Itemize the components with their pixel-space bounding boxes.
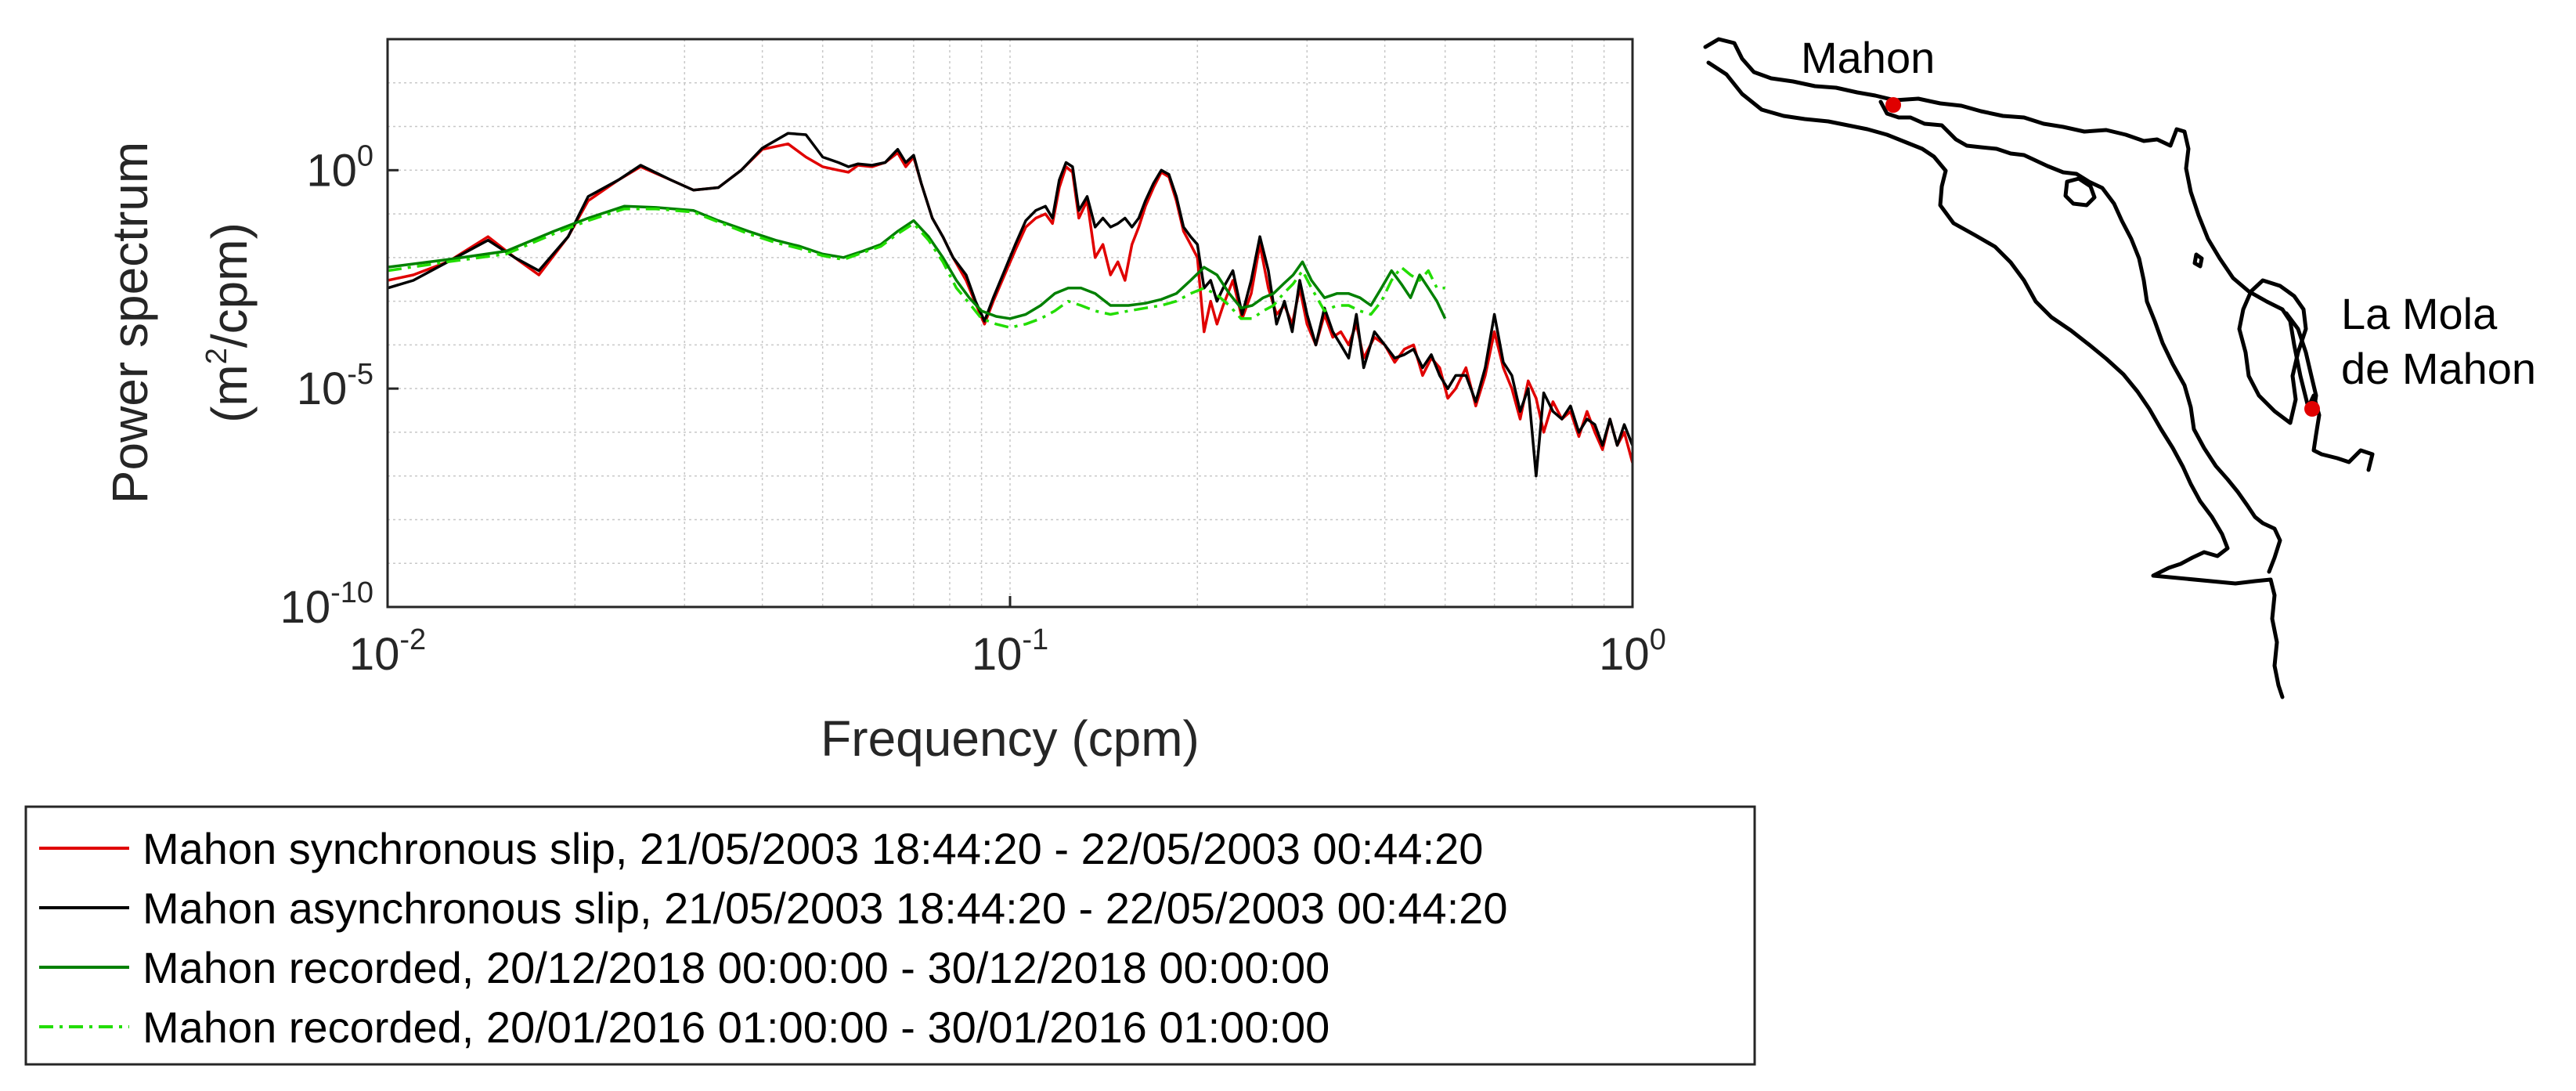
- map-label-la-mola-line1: La Mola: [2341, 289, 2498, 338]
- x-tick-label: 10-1: [972, 623, 1048, 680]
- series-line-4: [388, 207, 1445, 329]
- x-axis-label: Frequency (cpm): [821, 710, 1200, 767]
- inner-shore: [1878, 99, 2282, 574]
- power-spectrum-plot: 10-2 10-1 100 100 10-5 10-10 Frequency (cpm)…: [102, 38, 1666, 767]
- mahon-harbour-map: [1703, 37, 2375, 699]
- y-tick-label: 100: [306, 139, 373, 196]
- y-axis-label-line2: (m2/cpm): [200, 222, 258, 423]
- y-axis-label-line1: Power spectrum: [102, 142, 158, 504]
- map-label-la-mola-line2: de Mahon: [2341, 344, 2536, 393]
- mahon-marker: [1885, 97, 1901, 113]
- y-tick-label: 10-10: [280, 576, 373, 633]
- y-tick-labels: 100 10-5 10-10: [280, 139, 399, 633]
- la-mola-peninsula: [2237, 278, 2308, 425]
- x-tick-label: 10-2: [349, 623, 426, 680]
- south-coastline: [1706, 60, 2285, 699]
- north-coastline: [1703, 37, 2375, 472]
- legend-box: [24, 805, 1756, 1066]
- series-lines: [388, 132, 1633, 478]
- x-tick-label: 100: [1599, 623, 1666, 680]
- legend-label-2: Mahon asynchronous slip, 21/05/2003 18:4…: [143, 883, 1508, 933]
- mola-coast-east: [2284, 311, 2318, 414]
- legend: Mahon synchronous slip, 21/05/2003 18:44…: [24, 805, 1756, 1066]
- series-line-2: [388, 132, 1633, 478]
- island-small: [2192, 252, 2204, 269]
- y-tick-label: 10-5: [297, 358, 373, 414]
- la-mola-marker: [2304, 401, 2320, 417]
- y-axis-label: Power spectrum (m2/cpm): [102, 142, 258, 504]
- map-label-mahon: Mahon: [1801, 33, 1935, 82]
- legend-items: Mahon synchronous slip, 21/05/2003 18:44…: [39, 824, 1508, 1052]
- island-lazareto: [2063, 176, 2097, 208]
- legend-label-4: Mahon recorded, 20/01/2016 01:00:00 - 30…: [143, 1002, 1329, 1052]
- grid-lines: [388, 39, 1633, 607]
- legend-label-1: Mahon synchronous slip, 21/05/2003 18:44…: [143, 824, 1483, 873]
- series-line-3: [388, 204, 1447, 320]
- legend-label-3: Mahon recorded, 20/12/2018 00:00:00 - 30…: [143, 943, 1329, 992]
- x-tick-labels: 10-2 10-1 100: [349, 596, 1666, 680]
